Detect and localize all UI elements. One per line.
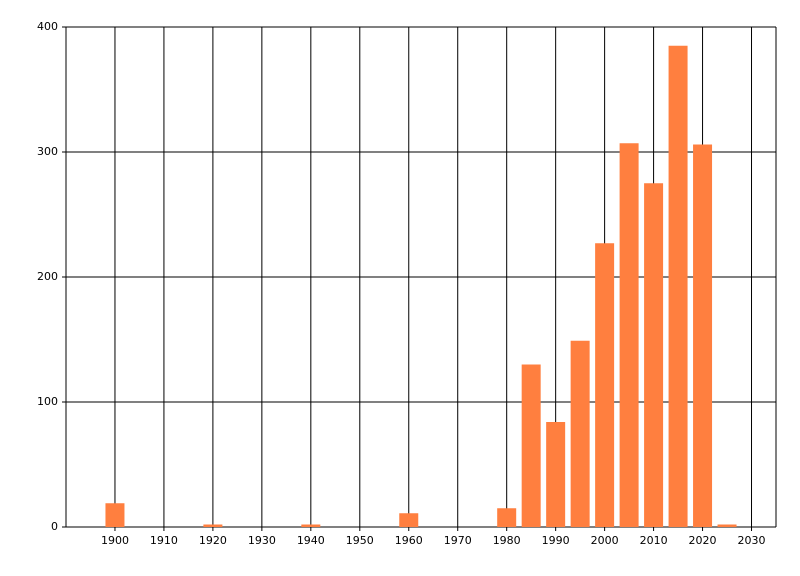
bar xyxy=(668,45,688,527)
y-tick-label: 300 xyxy=(37,145,58,158)
y-tick-label: 200 xyxy=(37,270,58,283)
bar xyxy=(399,513,419,527)
bar xyxy=(546,422,566,527)
x-tick-label: 1910 xyxy=(150,534,178,547)
bar xyxy=(693,144,713,527)
y-tick-label: 400 xyxy=(37,20,58,33)
y-tick-label: 0 xyxy=(51,520,58,533)
bar xyxy=(717,524,737,527)
y-tick-label: 100 xyxy=(37,395,58,408)
x-tick-label: 2000 xyxy=(591,534,619,547)
bar xyxy=(595,243,615,527)
bar xyxy=(570,340,590,527)
x-tick-label: 1990 xyxy=(542,534,570,547)
x-tick-label: 1950 xyxy=(346,534,374,547)
bar xyxy=(105,503,125,527)
x-tick-label: 1970 xyxy=(444,534,472,547)
x-tick-label: 2030 xyxy=(738,534,766,547)
bar xyxy=(203,524,223,527)
x-tick-label: 1980 xyxy=(493,534,521,547)
bar xyxy=(619,143,639,527)
x-tick-label: 1900 xyxy=(101,534,129,547)
x-tick-label: 2020 xyxy=(689,534,717,547)
x-tick-label: 1920 xyxy=(199,534,227,547)
bar xyxy=(521,364,541,527)
bar xyxy=(497,508,517,527)
x-tick-label: 1930 xyxy=(248,534,276,547)
x-tick-label: 1960 xyxy=(395,534,423,547)
bar xyxy=(301,524,321,527)
x-tick-label: 1940 xyxy=(297,534,325,547)
x-tick-label: 2010 xyxy=(640,534,668,547)
bar xyxy=(644,183,664,527)
